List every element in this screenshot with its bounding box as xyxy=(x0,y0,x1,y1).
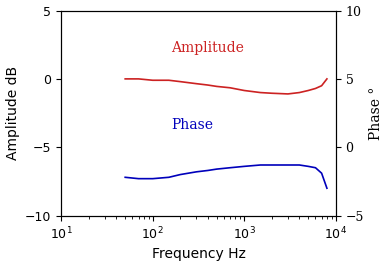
Y-axis label: Amplitude dB: Amplitude dB xyxy=(5,66,19,160)
Y-axis label: Phase °: Phase ° xyxy=(370,86,384,140)
X-axis label: Frequency Hz: Frequency Hz xyxy=(152,248,245,261)
Text: Phase: Phase xyxy=(171,119,213,132)
Text: Amplitude: Amplitude xyxy=(171,41,244,54)
